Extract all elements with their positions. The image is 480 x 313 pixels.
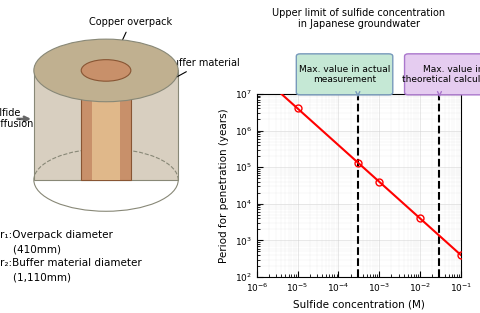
Ellipse shape (81, 60, 131, 81)
Text: r₁:Overpack diameter
    (410mm)
r₂:Buffer material diameter
    (1,110mm): r₁:Overpack diameter (410mm) r₂:Buffer m… (0, 230, 142, 282)
Polygon shape (92, 70, 120, 180)
Text: r₂: r₂ (61, 54, 70, 64)
Text: Sulfide: Sulfide (0, 108, 21, 118)
Text: Diffusion: Diffusion (0, 119, 33, 129)
Text: Max. value in
theoretical calculation: Max. value in theoretical calculation (402, 65, 480, 84)
Text: r₁: r₁ (89, 54, 98, 64)
Text: Buffer material: Buffer material (166, 58, 240, 79)
Polygon shape (81, 70, 131, 180)
X-axis label: Sulfide concentration (M): Sulfide concentration (M) (293, 300, 425, 310)
Text: Max. value in actual
measurement: Max. value in actual measurement (299, 65, 390, 84)
Polygon shape (34, 70, 178, 180)
Ellipse shape (34, 39, 178, 102)
Text: Copper overpack: Copper overpack (89, 17, 172, 59)
Text: Upper limit of sulfide concentration
in Japanese groundwater: Upper limit of sulfide concentration in … (273, 8, 445, 29)
Y-axis label: Period for penetration (years): Period for penetration (years) (219, 108, 229, 263)
